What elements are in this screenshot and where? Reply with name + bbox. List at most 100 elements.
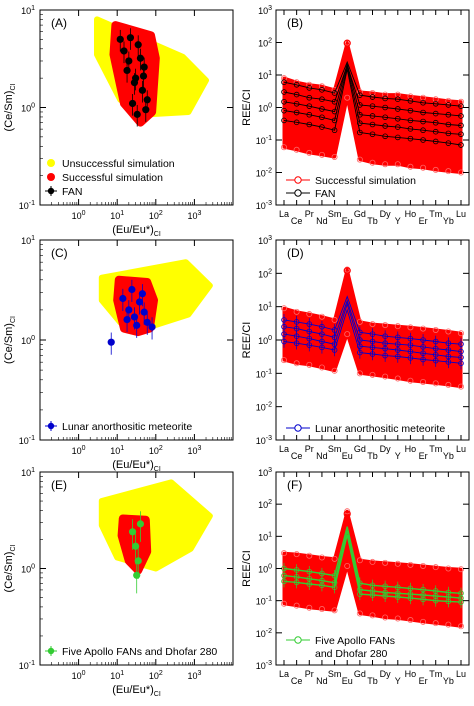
band-edge-marker <box>280 305 287 312</box>
x-tick-label-er: Er <box>419 676 428 686</box>
data-point-3 <box>138 86 147 94</box>
x-axis-title: (Eu/Eu*)CI <box>112 459 161 473</box>
legend-label-0: Five Apollo FANs <box>315 635 395 647</box>
x-tick-label-3: 103 <box>187 210 201 221</box>
panel-label: (D) <box>287 246 304 260</box>
x-tick-label-nd: Nd <box>316 451 328 461</box>
band-edge-marker <box>382 373 389 380</box>
x-tick-label-pr: Pr <box>305 444 314 454</box>
band-edge-marker <box>432 620 439 627</box>
eu-peak-marker <box>343 267 351 275</box>
band-edge-marker <box>369 89 376 96</box>
x-tick-label-1: 101 <box>110 670 124 681</box>
y-tick-label-2: 101 <box>21 5 35 16</box>
y-tick-label-3: 100 <box>258 103 272 114</box>
series-point <box>331 584 338 591</box>
x-axis-title: (Eu/Eu*)CI <box>112 684 161 698</box>
legend-marker-unsuccessful <box>47 159 55 167</box>
series-point <box>458 599 464 605</box>
x-tick-label-ce: Ce <box>291 451 303 461</box>
series-point <box>293 91 300 98</box>
series-point <box>458 103 464 109</box>
data-point-1 <box>125 306 133 314</box>
y-tick-label-4: 101 <box>258 70 272 81</box>
series-point <box>281 98 287 105</box>
series-point <box>432 138 439 145</box>
series-point <box>293 119 300 126</box>
band-edge-marker <box>432 564 439 571</box>
y-tick-label-4: 101 <box>258 531 272 542</box>
legend-label-0: Unsuccessful simulation <box>62 158 175 170</box>
x-tick-label-eu: Eu <box>342 451 353 461</box>
band-edge-marker <box>318 313 325 320</box>
y-tick-label-1: 10-2 <box>256 628 272 639</box>
band-edge-marker <box>318 151 325 158</box>
band-edge-marker <box>293 146 300 153</box>
series-point <box>382 95 388 102</box>
successful-band <box>282 509 463 628</box>
data-point-5 <box>128 285 136 294</box>
band-edge-marker <box>420 618 427 625</box>
panel-label: (A) <box>51 16 67 30</box>
band-edge-marker <box>344 94 351 101</box>
data-point-6 <box>120 47 128 55</box>
band-edge-marker <box>306 361 313 368</box>
band-edge-marker <box>407 93 414 100</box>
data-point-12 <box>142 106 150 114</box>
band-edge-marker <box>344 562 351 569</box>
x-tick-label-tb: Tb <box>367 216 378 226</box>
band-edge-marker <box>407 163 414 170</box>
series-point <box>319 124 325 130</box>
series-point <box>420 99 426 106</box>
series-point <box>382 123 388 129</box>
band-edge-marker <box>457 98 464 105</box>
x-tick-label-eu: Eu <box>342 676 353 686</box>
data-point-7 <box>133 321 141 329</box>
band-edge-marker <box>382 91 389 98</box>
band-edge-marker <box>331 316 338 323</box>
series-point <box>432 357 439 364</box>
band-edge-marker <box>293 360 300 367</box>
panel-label: (E) <box>51 478 67 492</box>
series-point <box>420 109 426 116</box>
data-point-4 <box>140 308 148 316</box>
y-tick-label-1: 10-2 <box>256 168 272 179</box>
data-point-4 <box>128 99 137 108</box>
series-point <box>394 134 401 141</box>
band-edge-marker <box>331 153 338 160</box>
band-edge-marker <box>331 367 338 374</box>
y-tick-label-0: 10-1 <box>19 660 35 671</box>
y-tick-label-0: 10-1 <box>19 435 35 446</box>
x-tick-label-eu: Eu <box>342 216 353 226</box>
band-edge-marker <box>457 623 464 630</box>
band-edge-marker <box>394 615 401 622</box>
series-point <box>369 113 376 119</box>
series-point <box>458 122 464 129</box>
band-edge-marker <box>445 621 452 628</box>
series-point <box>281 578 287 585</box>
panel-label: (C) <box>51 246 68 260</box>
band-edge-marker <box>457 566 464 573</box>
series-point <box>382 133 388 140</box>
band-edge-marker <box>382 322 389 329</box>
legend-marker-successful <box>47 173 55 181</box>
x-tick-label-lu: Lu <box>456 444 466 454</box>
x-tick-label-1: 101 <box>110 445 124 456</box>
y-tick-label-2: 10-1 <box>256 368 272 379</box>
x-tick-label-3: 103 <box>187 445 201 456</box>
data-point-6 <box>143 318 151 326</box>
series-point <box>394 124 401 130</box>
x-tick-label-ce: Ce <box>291 676 303 686</box>
series-point <box>394 96 401 103</box>
series-point <box>432 128 439 135</box>
data-point-0 <box>116 35 124 43</box>
band-edge-marker <box>432 326 439 333</box>
band-edge-marker <box>306 552 313 559</box>
band-edge-marker <box>420 378 427 385</box>
series-point <box>319 96 325 103</box>
data-point-0 <box>119 294 127 303</box>
band-edge-marker <box>394 161 401 168</box>
y-tick-label-5: 102 <box>258 499 272 510</box>
series-point <box>357 349 363 356</box>
x-tick-label-dy: Dy <box>380 444 391 454</box>
